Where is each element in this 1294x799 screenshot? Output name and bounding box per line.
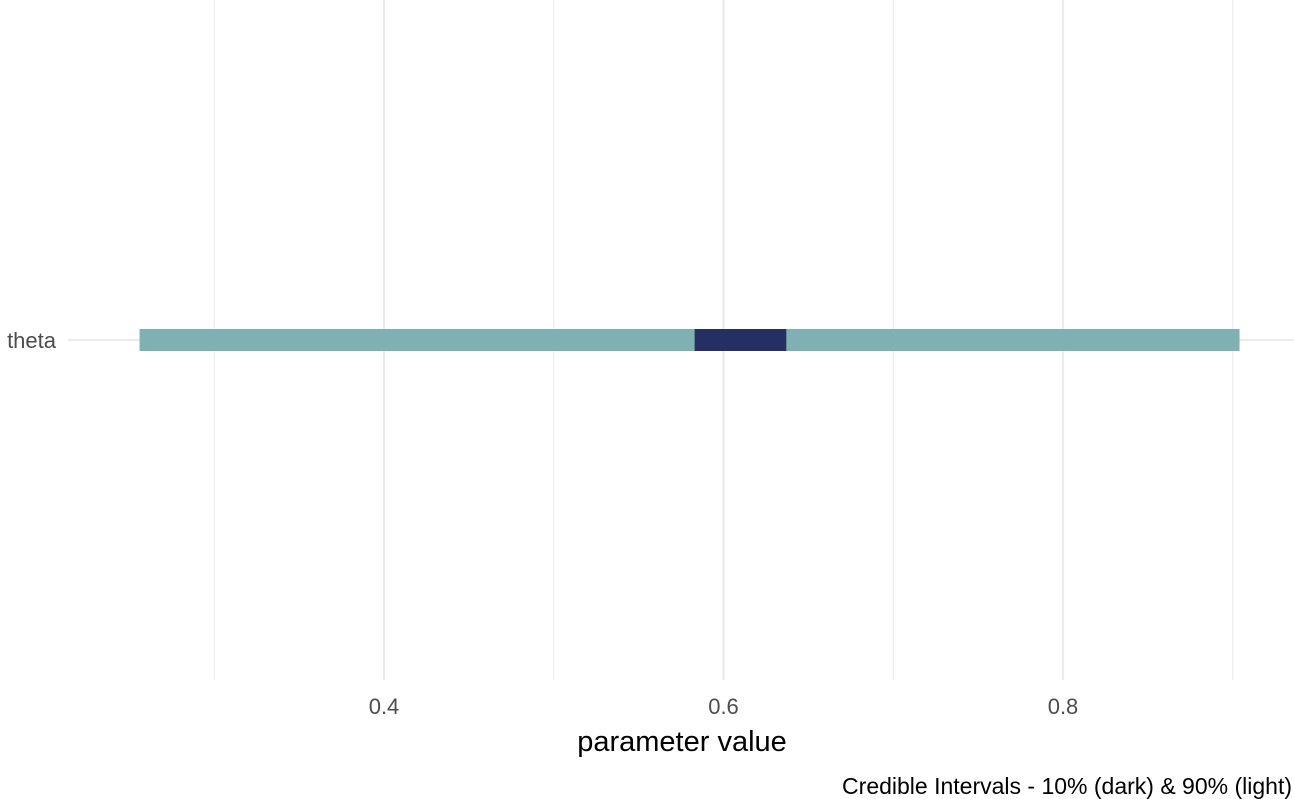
x-axis-title: parameter value: [577, 726, 787, 758]
interval-bars: [139, 329, 1240, 351]
x-tick-label: 0.4: [369, 694, 400, 719]
x-tick-label: 0.8: [1048, 694, 1079, 719]
y-tick-label: theta: [7, 328, 57, 353]
x-tick-label: 0.6: [708, 694, 739, 719]
outer-interval-bar: [139, 329, 1240, 351]
chart-caption: Credible Intervals - 10% (dark) & 90% (l…: [842, 773, 1292, 799]
x-tick-labels: 0.4 0.6 0.8: [369, 694, 1079, 719]
y-tick-labels: theta: [7, 328, 57, 353]
inner-interval-bar: [694, 329, 787, 351]
